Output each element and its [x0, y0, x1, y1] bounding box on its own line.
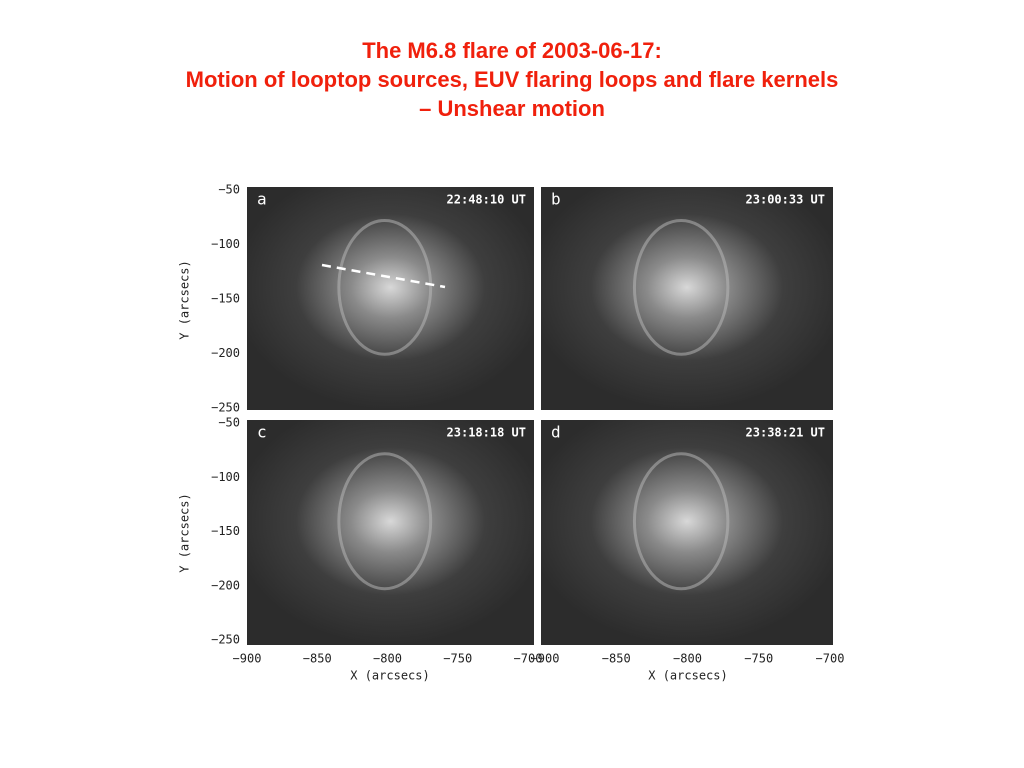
panel-letter: d	[551, 423, 561, 442]
title-line: – Unshear motion	[419, 96, 605, 121]
panel-letter: c	[257, 423, 267, 442]
x-tick-label: −700	[816, 652, 845, 666]
title-line: Motion of looptop sources, EUV flaring l…	[185, 67, 839, 92]
x-tick-label: −800	[373, 652, 402, 666]
x-tick-label: −800	[673, 652, 702, 666]
x-tick-label: −750	[744, 652, 773, 666]
y-axis-label: Y (arcsecs)	[178, 493, 192, 572]
x-axis-label: X (arcsecs)	[648, 669, 727, 683]
y-tick-label: −50	[218, 416, 240, 430]
x-tick-label: −850	[303, 652, 332, 666]
loop-glow	[632, 218, 730, 356]
image-panel	[541, 420, 833, 645]
slit-line	[321, 263, 446, 289]
y-tick-label: −250	[211, 401, 240, 415]
y-tick-label: −50	[218, 183, 240, 197]
x-tick-label: −900	[233, 652, 262, 666]
y-axis-label: Y (arcsecs)	[178, 260, 192, 339]
loop-glow	[337, 452, 433, 591]
slide-title: The M6.8 flare of 2003-06-17: Motion of …	[0, 36, 1024, 123]
x-tick-label: −700	[514, 652, 543, 666]
y-tick-label: −150	[211, 524, 240, 538]
y-tick-label: −200	[211, 578, 240, 592]
x-tick-label: −850	[602, 652, 631, 666]
y-tick-label: −250	[211, 633, 240, 647]
loop-glow	[632, 452, 730, 591]
y-tick-label: −200	[211, 346, 240, 360]
panel-time: 22:48:10 UT	[447, 193, 526, 207]
title-line: The M6.8 flare of 2003-06-17:	[362, 38, 662, 63]
panel-letter: b	[551, 190, 561, 209]
image-panel	[541, 187, 833, 410]
panel-letter: a	[257, 190, 267, 209]
panel-time: 23:00:33 UT	[746, 193, 825, 207]
y-tick-label: −150	[211, 292, 240, 306]
image-panel	[247, 187, 534, 410]
panel-time: 23:18:18 UT	[447, 426, 526, 440]
y-tick-label: −100	[211, 237, 240, 251]
image-panel	[247, 420, 534, 645]
y-tick-label: −100	[211, 470, 240, 484]
panel-time: 23:38:21 UT	[746, 426, 825, 440]
x-tick-label: −750	[443, 652, 472, 666]
loop-glow	[337, 218, 433, 356]
x-tick-label: −900	[531, 652, 560, 666]
x-axis-label: X (arcsecs)	[350, 669, 429, 683]
